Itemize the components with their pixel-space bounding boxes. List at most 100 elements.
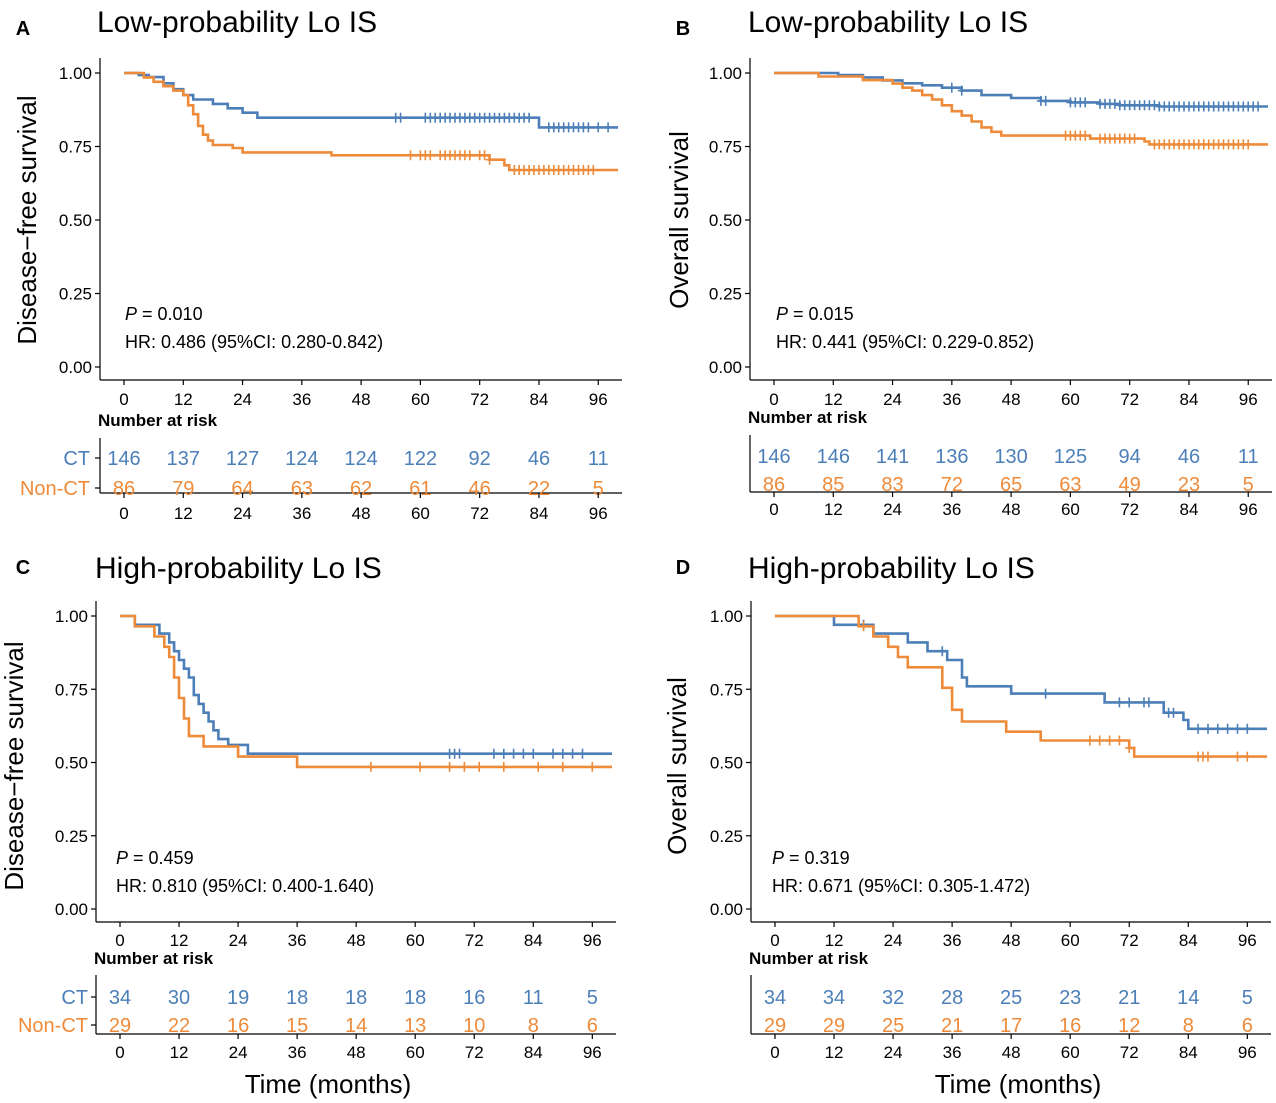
hazard-ratio-text: HR: 0.810 (95%CI: 0.400-1.640) [116, 876, 374, 896]
censor-mark [1115, 735, 1124, 746]
risk-count: 46 [469, 478, 491, 500]
x-tick-label: 36 [943, 931, 962, 950]
censor-mark [568, 748, 577, 759]
y-axis-label: Disease−free survival [0, 641, 29, 890]
risk-count: 141 [876, 446, 909, 468]
censor-mark [465, 150, 474, 161]
censor-mark [859, 621, 868, 632]
y-tick-label: 0.25 [710, 827, 743, 846]
risk-count: 17 [1000, 1015, 1022, 1037]
risk-group-label: Non-CT [20, 478, 90, 500]
risk-count: 5 [587, 987, 598, 1009]
risk-count: 5 [1243, 474, 1254, 496]
risk-count: 23 [1059, 987, 1081, 1009]
risk-count: 63 [291, 478, 313, 500]
risk-x-tick-label: 96 [589, 504, 608, 523]
x-tick-label: 12 [174, 390, 193, 409]
censor-mark [594, 122, 603, 133]
risk-x-tick-label: 72 [1120, 1043, 1139, 1062]
risk-x-tick-label: 12 [174, 504, 193, 523]
censor-mark [578, 748, 587, 759]
censor-mark [1041, 95, 1050, 106]
p-symbol: P [125, 304, 137, 324]
censor-mark [475, 761, 484, 772]
censor-mark [1130, 133, 1139, 144]
censor-mark [499, 748, 508, 759]
risk-count: 72 [941, 474, 963, 496]
y-tick-label: 1.00 [55, 607, 88, 626]
x-tick-label: 84 [1179, 931, 1198, 950]
risk-count: 14 [345, 1015, 367, 1037]
risk-count: 85 [822, 474, 844, 496]
x-tick-label: 0 [115, 931, 124, 950]
risk-x-tick-label: 48 [347, 1043, 366, 1062]
risk-count: 86 [763, 474, 785, 496]
risk-count: 18 [345, 987, 367, 1009]
risk-count: 16 [227, 1015, 249, 1037]
censor-mark [416, 761, 425, 772]
hazard-ratio-text: HR: 0.671 (95%CI: 0.305-1.472) [772, 876, 1030, 896]
risk-count: 125 [1054, 446, 1087, 468]
survival-curve-non-ct [774, 71, 1268, 146]
risk-x-tick-label: 84 [1179, 500, 1198, 519]
censor-mark [1243, 751, 1252, 762]
risk-x-tick-label: 60 [1061, 500, 1080, 519]
survival-curve-ct [120, 614, 612, 755]
x-tick-label: 84 [529, 390, 548, 409]
risk-x-tick-label: 96 [1238, 1043, 1257, 1062]
x-tick-label: 72 [470, 390, 489, 409]
censor-mark [1125, 697, 1134, 708]
y-tick-label: 0.00 [59, 358, 92, 377]
censor-mark [460, 761, 469, 772]
y-tick-label: 0.00 [55, 900, 88, 919]
risk-count: 29 [764, 1015, 786, 1037]
survival-curve-ct [775, 614, 1267, 731]
censor-mark [1243, 723, 1252, 734]
x-tick-label: 60 [1061, 390, 1080, 409]
risk-count: 34 [823, 987, 845, 1009]
p-value-text: P = 0.459 [116, 848, 194, 868]
censor-mark [1244, 139, 1253, 150]
y-tick-label: 0.75 [55, 680, 88, 699]
risk-count: 29 [823, 1015, 845, 1037]
censor-mark [396, 112, 405, 123]
risk-count: 8 [528, 1015, 539, 1037]
x-tick-label: 60 [411, 390, 430, 409]
p-value-text: P = 0.015 [776, 304, 854, 324]
x-tick-label: 12 [170, 931, 189, 950]
censor-mark [525, 112, 534, 123]
risk-count: 49 [1119, 474, 1141, 496]
panel-title: Low-probability Lo IS [748, 6, 1028, 39]
censor-mark [584, 122, 593, 133]
risk-x-tick-label: 36 [942, 500, 961, 519]
risk-x-tick-label: 0 [115, 1043, 124, 1062]
risk-count: 11 [523, 987, 544, 1009]
risk-x-tick-label: 36 [943, 1043, 962, 1062]
censor-mark [1194, 723, 1203, 734]
y-tick-label: 0.25 [55, 827, 88, 846]
risk-x-tick-label: 96 [583, 1043, 602, 1062]
risk-x-tick-label: 84 [529, 504, 548, 523]
risk-count: 146 [107, 448, 140, 470]
censor-mark [938, 646, 947, 657]
panel-b: B Low-probability Lo IS Overall survival 0.… [664, 6, 1272, 519]
censor-mark [1213, 723, 1222, 734]
risk-count: 79 [172, 478, 194, 500]
risk-x-tick-label: 60 [1061, 1043, 1080, 1062]
censor-mark [1204, 723, 1212, 734]
censor-mark [480, 150, 489, 161]
y-tick-label: 0.00 [709, 358, 742, 377]
risk-x-tick-label: 48 [1002, 1043, 1021, 1062]
risk-count: 25 [1000, 987, 1022, 1009]
risk-table-label: Number at risk [98, 411, 218, 430]
x-tick-label: 24 [233, 390, 252, 409]
censor-mark [534, 761, 543, 772]
censor-mark [1233, 723, 1242, 734]
p-value: = 0.010 [137, 304, 203, 324]
censor-mark [426, 150, 435, 161]
risk-x-tick-label: 36 [292, 504, 311, 523]
censor-mark [558, 761, 567, 772]
risk-count: 19 [227, 987, 249, 1009]
panel-letter: B [676, 18, 690, 40]
risk-count: 61 [409, 478, 431, 500]
